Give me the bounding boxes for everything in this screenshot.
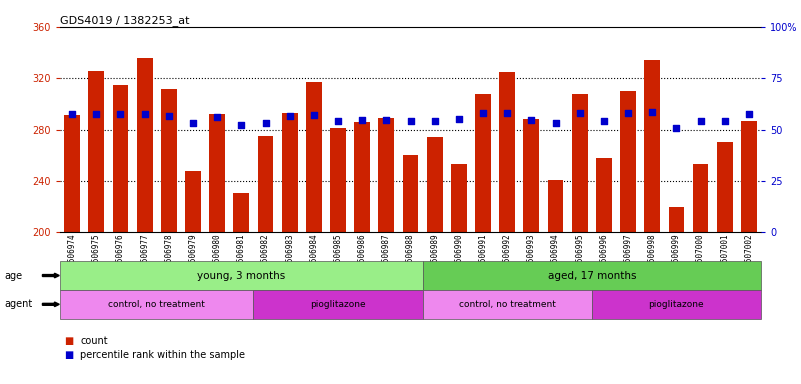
Point (694, 118, 707, 124)
Point (453, 116, 465, 122)
Point (598, 118, 610, 124)
Bar (499, 72, 515, 232)
Text: aged, 17 months: aged, 17 months (548, 270, 636, 281)
Bar (185, 170, 201, 232)
Bar (669, 207, 684, 232)
Point (187, 120, 199, 126)
Point (66, 111, 78, 117)
Point (622, 110, 634, 116)
Bar (423, 261, 761, 290)
Point (139, 111, 151, 117)
Point (477, 110, 489, 116)
Point (429, 118, 441, 124)
Bar (60, 261, 423, 290)
Bar (64, 116, 80, 232)
Bar (354, 122, 370, 232)
Point (525, 117, 537, 123)
Text: percentile rank within the sample: percentile rank within the sample (80, 350, 245, 360)
Point (404, 118, 417, 124)
Bar (330, 128, 346, 232)
Point (356, 117, 368, 123)
Point (284, 113, 296, 119)
Bar (423, 290, 592, 319)
Point (549, 120, 562, 126)
Text: control, no treatment: control, no treatment (108, 300, 205, 309)
Text: agent: agent (4, 299, 32, 310)
Point (670, 124, 682, 131)
Text: ■: ■ (64, 336, 74, 346)
Point (90, 111, 103, 117)
Point (308, 112, 320, 118)
Bar (403, 155, 418, 232)
Bar (258, 136, 273, 232)
Text: pioglitazone: pioglitazone (649, 300, 704, 309)
Bar (60, 290, 253, 319)
Bar (475, 94, 491, 232)
Bar (282, 113, 297, 232)
Text: control, no treatment: control, no treatment (459, 300, 556, 309)
Bar (596, 158, 612, 232)
Bar (592, 290, 761, 319)
Text: GDS4019 / 1382253_at: GDS4019 / 1382253_at (60, 15, 190, 26)
Bar (451, 164, 467, 232)
Bar (427, 137, 442, 232)
Bar (379, 118, 394, 232)
Point (501, 110, 513, 116)
Text: age: age (4, 270, 22, 281)
Bar (717, 142, 733, 232)
Point (114, 111, 127, 117)
Point (718, 118, 731, 124)
Point (743, 111, 755, 117)
Bar (88, 71, 104, 232)
Point (211, 114, 223, 120)
Point (574, 110, 586, 116)
Text: ■: ■ (64, 350, 74, 360)
Bar (253, 290, 423, 319)
Bar (113, 84, 128, 232)
Text: pioglitazone: pioglitazone (310, 300, 366, 309)
Bar (161, 89, 177, 232)
Bar (306, 82, 322, 232)
Bar (644, 60, 660, 232)
Bar (693, 164, 708, 232)
Text: young, 3 months: young, 3 months (197, 270, 285, 281)
Point (380, 117, 392, 123)
Bar (524, 119, 539, 232)
Point (332, 118, 344, 124)
Point (235, 122, 248, 129)
Bar (548, 180, 563, 232)
Bar (741, 121, 757, 232)
Bar (620, 91, 636, 232)
Bar (137, 58, 152, 232)
Bar (572, 94, 588, 232)
Point (259, 120, 272, 126)
Bar (233, 192, 249, 232)
Bar (209, 114, 225, 232)
Point (646, 109, 658, 115)
Text: count: count (80, 336, 107, 346)
Point (163, 113, 175, 119)
